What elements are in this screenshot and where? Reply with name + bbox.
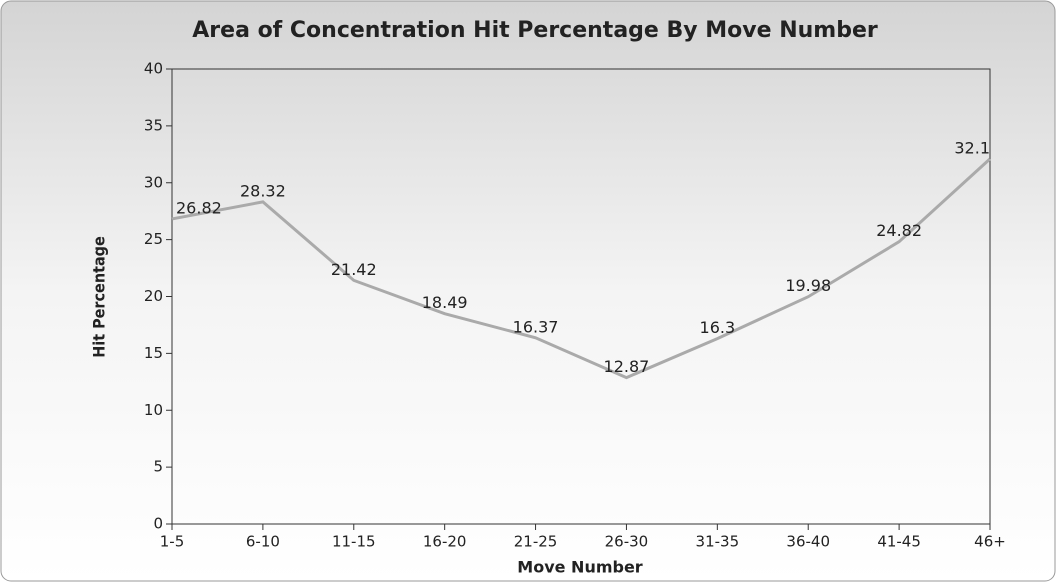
x-tick-label: 41-45 (877, 533, 921, 551)
y-tick-label: 10 (144, 401, 163, 419)
y-tick-label: 40 (144, 60, 163, 78)
y-tick-label: 15 (144, 344, 163, 362)
data-label: 28.32 (240, 181, 286, 200)
x-tick-label: 46+ (974, 533, 1006, 551)
y-tick-label: 30 (144, 173, 163, 191)
data-label: 26.82 (176, 198, 222, 217)
y-tick-label: 20 (144, 287, 163, 305)
x-axis-label: Move Number (517, 558, 643, 577)
x-tick-label: 26-30 (605, 533, 649, 551)
y-tick-label: 5 (153, 458, 163, 476)
x-tick-label: 21-25 (514, 533, 558, 551)
data-label: 16.37 (513, 317, 559, 336)
data-label: 16.3 (700, 318, 736, 337)
data-label: 19.98 (785, 276, 831, 295)
x-tick-label: 16-20 (423, 533, 467, 551)
data-label: 21.42 (331, 260, 377, 279)
data-line (171, 157, 992, 380)
data-label: 24.82 (876, 221, 922, 240)
y-tick-label: 35 (144, 116, 163, 134)
chart-title: Area of Concentration Hit Percentage By … (192, 18, 878, 43)
x-tick-label: 11-15 (332, 533, 376, 551)
x-tick-label: 31-35 (696, 533, 740, 551)
y-tick-label: 0 (153, 515, 163, 533)
x-tick-label: 1-5 (160, 533, 185, 551)
x-tick-label: 36-40 (786, 533, 830, 551)
data-label: 18.49 (422, 293, 468, 312)
data-label: 12.87 (604, 357, 650, 376)
x-tick-label: 6-10 (246, 533, 280, 551)
y-axis-label: Hit Percentage (90, 236, 109, 358)
y-tick-label: 25 (144, 230, 163, 248)
data-label: 32.1 (954, 138, 990, 157)
